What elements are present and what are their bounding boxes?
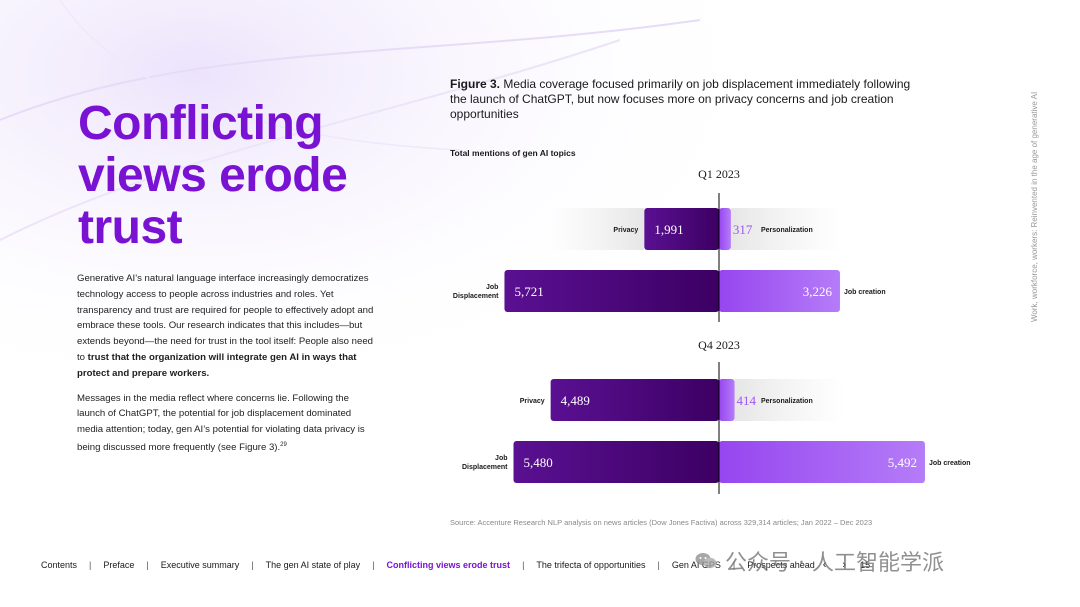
wechat-icon xyxy=(695,553,717,569)
title-line-3: trust xyxy=(78,201,183,254)
prev-page-icon[interactable]: ‹ xyxy=(822,559,827,571)
figure-label: Figure 3. xyxy=(450,77,501,91)
category-label-right: Personalization xyxy=(761,398,813,405)
nav-separator: | xyxy=(89,560,92,570)
watermark-text: 公众号 · 人工智能学派 xyxy=(725,551,944,576)
bar-track xyxy=(550,379,551,421)
nav-contents[interactable]: Contents xyxy=(41,560,78,570)
body-paragraph-2-text: Messages in the media reflect where conc… xyxy=(77,392,365,454)
bar-right xyxy=(719,441,925,483)
category-label-left: Job Displacement xyxy=(453,284,499,300)
bar-value-label: 3,226 xyxy=(803,284,833,299)
nav-executive-summary[interactable]: Executive summary xyxy=(160,560,240,570)
next-page-icon[interactable]: › xyxy=(842,559,847,571)
bar-value-label: 5,480 xyxy=(524,455,553,470)
nav-separator: | xyxy=(146,560,149,570)
side-running-title: Work, workforce, workers: Reinvented in … xyxy=(1030,91,1039,322)
nav-trifecta[interactable]: The trifecta of opportunities xyxy=(536,560,646,570)
bar-value-label: 1,991 xyxy=(654,222,683,237)
bar-value-label: 5,492 xyxy=(888,455,917,470)
footnote-ref[interactable]: 29 xyxy=(280,441,287,448)
bar-left xyxy=(644,208,719,250)
figure-caption: Figure 3. Media coverage focused primari… xyxy=(450,77,930,122)
title-line-2: views erode xyxy=(78,149,348,202)
nav-preface[interactable]: Preface xyxy=(103,560,135,570)
panel-title: Q4 2023 xyxy=(698,338,740,352)
nav-gen-ai-gps[interactable]: Gen AI GPS xyxy=(671,560,721,570)
bar-value-label: 5,721 xyxy=(514,284,543,299)
bar-right xyxy=(719,270,840,312)
body-paragraph-1-bold: trust that the organization will integra… xyxy=(77,351,357,379)
bar-right xyxy=(719,208,731,250)
nav-separator: | xyxy=(372,560,375,570)
page-title: Conflicting views erode trust xyxy=(78,98,418,254)
bar-left xyxy=(513,441,719,483)
nav-gen-ai-state-of-play[interactable]: The gen AI state of play xyxy=(265,560,361,570)
nav-separator: | xyxy=(657,560,660,570)
chart-subtitle: Total mentions of gen AI topics xyxy=(450,148,576,158)
bar-value-label: 317 xyxy=(733,222,753,237)
category-label-right: Personalization xyxy=(761,227,813,234)
bar-left xyxy=(504,270,719,312)
nav-separator: | xyxy=(251,560,254,570)
nav-conflicting-views[interactable]: Conflicting views erode trust xyxy=(386,560,511,570)
nav-prospects-ahead[interactable]: Prospects ahead xyxy=(747,560,815,570)
body-text: Generative AI’s natural language interfa… xyxy=(77,271,377,465)
bar-track xyxy=(550,208,645,250)
body-paragraph-2: Messages in the media reflect where conc… xyxy=(77,391,377,456)
body-paragraph-1-plain: Generative AI’s natural language interfa… xyxy=(77,273,374,363)
body-paragraph-1: Generative AI’s natural language interfa… xyxy=(77,271,377,382)
bar-track xyxy=(730,208,841,250)
bar-track xyxy=(734,379,845,421)
nav-separator: | xyxy=(732,560,736,570)
figure-caption-text: Media coverage focused primarily on job … xyxy=(450,77,911,121)
category-label-left: Privacy xyxy=(520,398,545,405)
category-label-left: Job Displacement xyxy=(462,455,508,471)
bar-value-label: 4,489 xyxy=(561,393,590,408)
page-number: 15 xyxy=(860,560,871,570)
watermark: 公众号 · 人工智能学派 xyxy=(695,545,944,577)
category-label-right: Job creation xyxy=(844,289,886,296)
bar-right xyxy=(719,379,735,421)
source-note: Source: Accenture Research NLP analysis … xyxy=(450,518,873,527)
nav-separator: | xyxy=(522,560,525,570)
bar-value-label: 414 xyxy=(737,393,757,408)
category-label-left: Privacy xyxy=(613,227,638,234)
panel-title: Q1 2023 xyxy=(698,167,740,181)
category-label-right: Job creation xyxy=(929,460,971,467)
footer-nav: Contents | Preface | Executive summary |… xyxy=(41,558,1040,572)
bar-left xyxy=(550,379,719,421)
title-line-1: Conflicting xyxy=(78,97,324,150)
